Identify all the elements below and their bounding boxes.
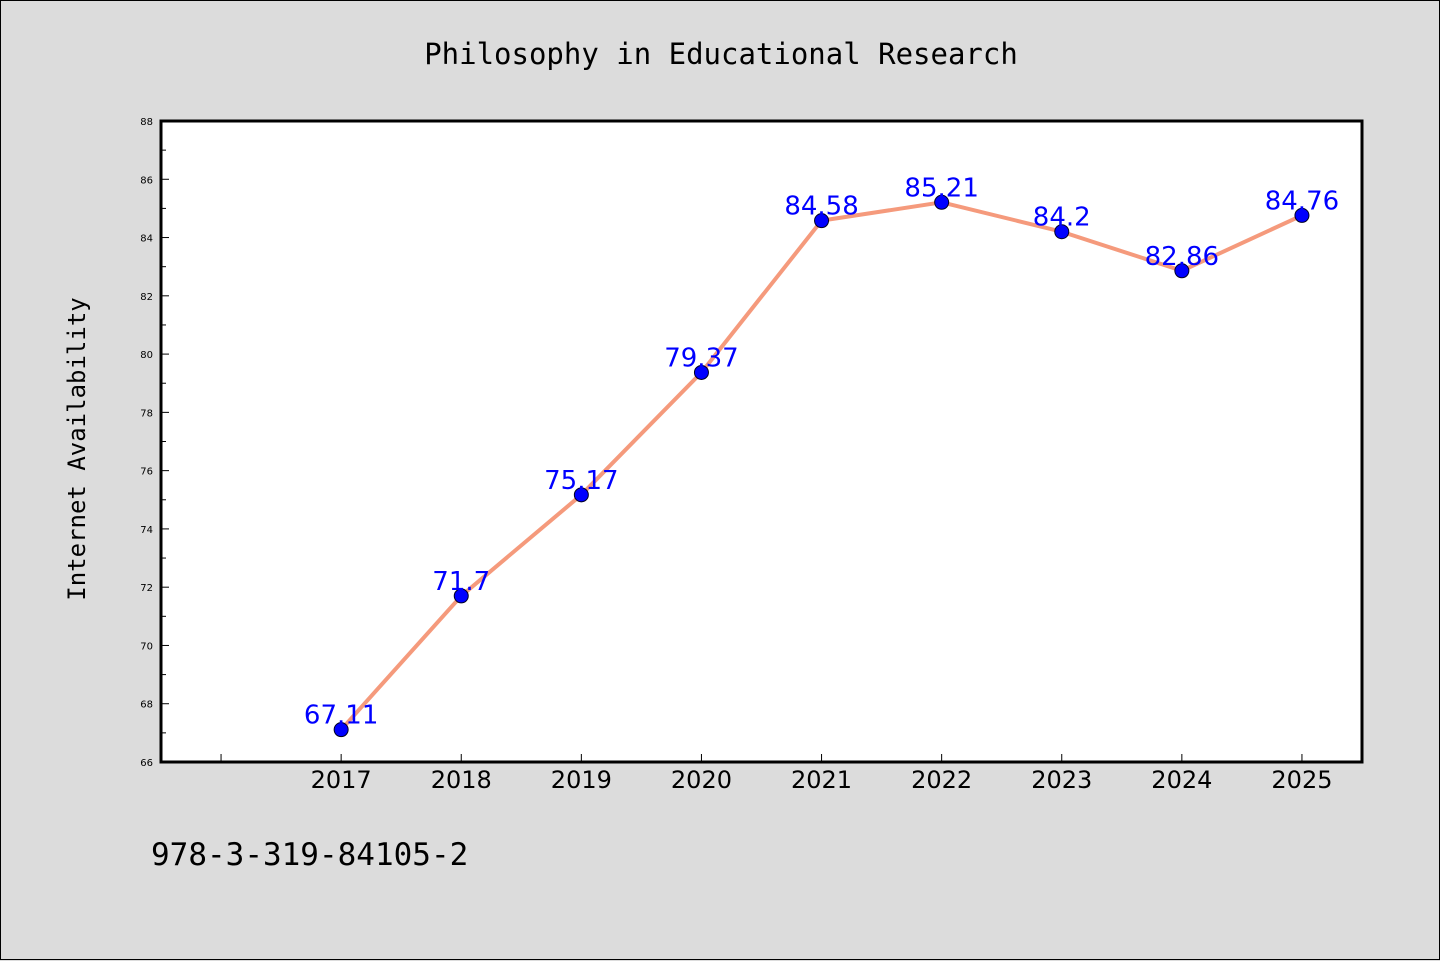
- y-tick-label: 82: [140, 292, 153, 303]
- x-tick-label: 2022: [911, 766, 972, 794]
- data-label: 84.58: [784, 192, 858, 222]
- y-tick-label: 86: [140, 175, 153, 186]
- y-tick-label: 70: [140, 641, 153, 652]
- y-tick-label: 66: [140, 758, 153, 769]
- x-tick-label: 2018: [431, 766, 492, 794]
- data-label: 71.7: [432, 567, 490, 597]
- data-point: [934, 194, 950, 210]
- chart-title: Philosophy in Educational Research: [424, 37, 1018, 71]
- x-tick-label: 2024: [1151, 766, 1212, 794]
- y-axis: 66 68 70 72 74 76 78 80 82 84 86 88: [140, 117, 169, 769]
- x-axis: 2017 2018 2019 2020 2021 2022 2023 2024 2025: [220, 754, 1332, 794]
- data-point: [453, 588, 469, 604]
- y-tick-label: 84: [140, 234, 153, 245]
- data-label: 84.2: [1033, 203, 1091, 233]
- data-point: [693, 364, 709, 380]
- x-tick-label: 2020: [671, 766, 732, 794]
- y-tick-label: 68: [140, 700, 153, 711]
- y-tick-label: 76: [140, 467, 153, 478]
- data-label: 84.76: [1265, 186, 1339, 216]
- y-tick-label: 88: [140, 117, 153, 128]
- data-point: [1054, 224, 1070, 240]
- plot-border: [159, 119, 1364, 764]
- data-point: [573, 487, 589, 503]
- x-tick-label: 2021: [791, 766, 852, 794]
- x-tick-label: 2019: [551, 766, 612, 794]
- y-tick-label: 78: [140, 408, 153, 419]
- plot-area: [161, 121, 1362, 762]
- data-point: [1294, 207, 1310, 223]
- x-tick-label: 2025: [1271, 766, 1332, 794]
- data-point: [333, 722, 349, 738]
- x-tick-label: 2017: [311, 766, 372, 794]
- data-point: [814, 213, 830, 229]
- data-label: 85.21: [904, 173, 978, 203]
- isbn-text: 978-3-319-84105-2: [151, 837, 468, 873]
- data-label: 67.11: [304, 701, 378, 731]
- y-axis-label: Internet Availability: [63, 297, 91, 600]
- y-tick-label: 72: [140, 583, 153, 594]
- y-tick-label: 80: [140, 350, 153, 361]
- data-label: 82.86: [1145, 242, 1219, 272]
- data-labels: 67.11 71.7 75.17 79.37 84.58 85.21 84.2 82.86 84…: [304, 173, 1339, 730]
- data-label: 75.17: [544, 466, 618, 496]
- data-label: 79.37: [664, 343, 738, 373]
- x-tick-label: 2023: [1031, 766, 1092, 794]
- data-point: [1174, 263, 1190, 279]
- data-points: [333, 194, 1310, 738]
- y-tick-label: 74: [140, 525, 153, 536]
